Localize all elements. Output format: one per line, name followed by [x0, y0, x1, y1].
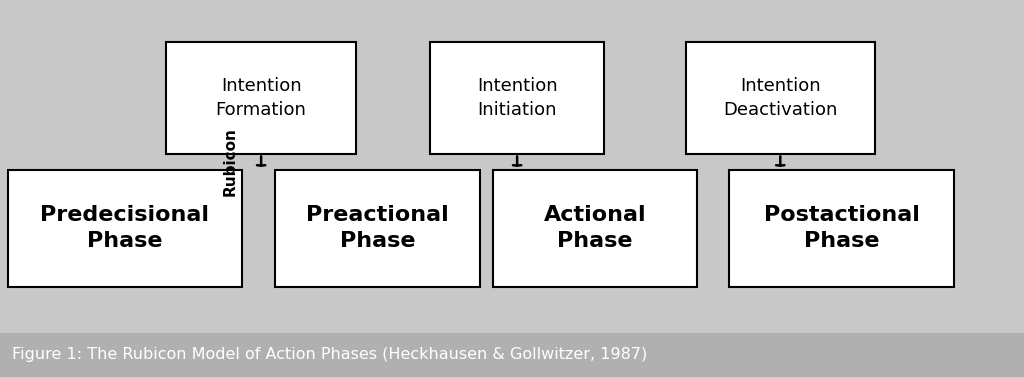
Text: Intention
Formation: Intention Formation — [216, 77, 306, 119]
Text: Rubicon: Rubicon — [223, 127, 238, 196]
Text: Intention
Deactivation: Intention Deactivation — [723, 77, 838, 119]
FancyBboxPatch shape — [430, 43, 604, 154]
Text: Figure 1: The Rubicon Model of Action Phases (Heckhausen & Gollwitzer, 1987): Figure 1: The Rubicon Model of Action Ph… — [12, 347, 647, 362]
FancyBboxPatch shape — [686, 43, 874, 154]
FancyBboxPatch shape — [729, 170, 954, 287]
FancyBboxPatch shape — [8, 170, 242, 287]
FancyBboxPatch shape — [0, 333, 1024, 377]
Text: Preactional
Phase: Preactional Phase — [306, 205, 450, 251]
Text: Actional
Phase: Actional Phase — [544, 205, 646, 251]
FancyBboxPatch shape — [275, 170, 480, 287]
FancyBboxPatch shape — [166, 43, 356, 154]
FancyBboxPatch shape — [493, 170, 697, 287]
Text: Intention
Initiation: Intention Initiation — [477, 77, 557, 119]
Text: Postactional
Phase: Postactional Phase — [764, 205, 920, 251]
Text: Predecisional
Phase: Predecisional Phase — [40, 205, 210, 251]
